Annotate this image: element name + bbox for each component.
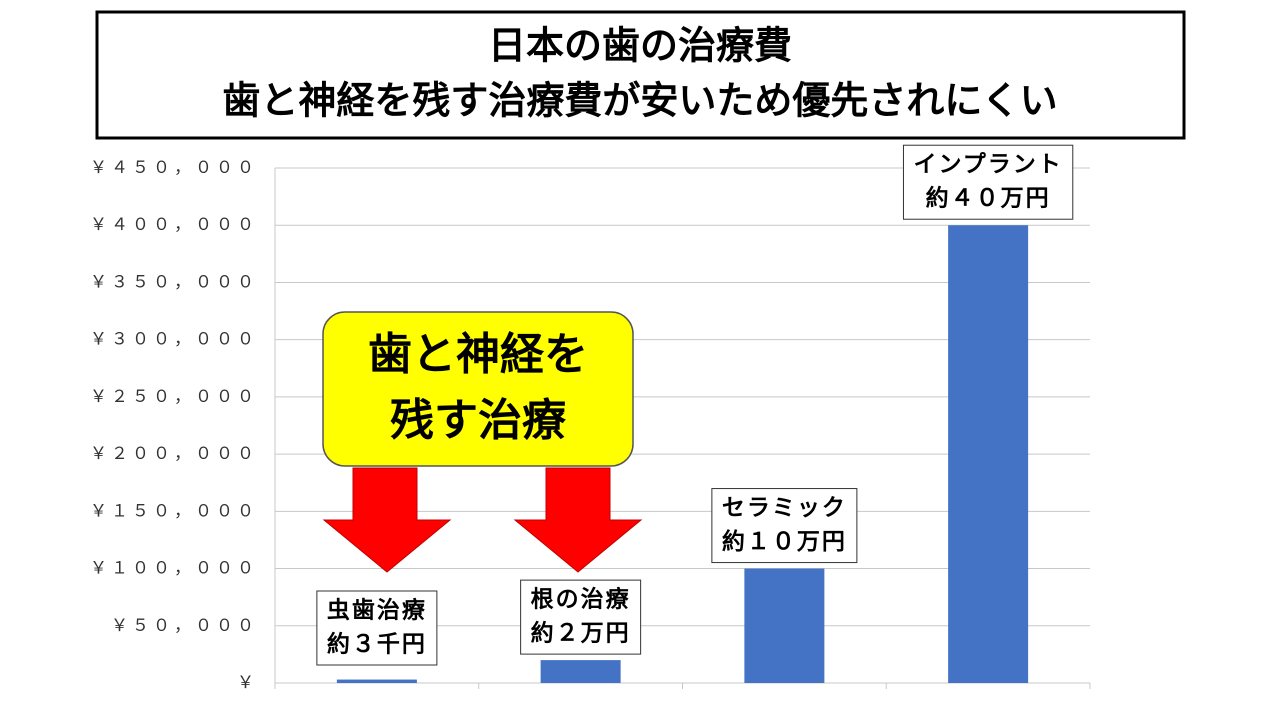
bar — [948, 225, 1029, 683]
data-label-box — [316, 590, 438, 666]
category-label: 虫歯治療 — [327, 597, 427, 624]
title-box — [95, 10, 1186, 140]
y-tick-label: ￥１５０，０００ — [90, 501, 258, 521]
data-label: 約２万円 — [531, 620, 631, 647]
y-tick-label: ￥４００，０００ — [90, 215, 258, 235]
y-tick-label: ￥２５０，０００ — [90, 387, 258, 407]
arrow — [513, 467, 643, 573]
y-tick-label: ￥４５０，０００ — [90, 158, 258, 178]
bar — [540, 660, 621, 683]
bar — [744, 568, 825, 683]
y-tick-label: ￥１００，０００ — [90, 559, 258, 579]
bar — [336, 679, 417, 683]
y-tick-label: ￥ — [237, 673, 258, 693]
y-tick-label: ￥３００，０００ — [90, 330, 258, 350]
y-tick-label: ￥２００，０００ — [90, 444, 258, 464]
data-label-box — [520, 579, 642, 655]
category-label: セラミック — [722, 495, 847, 521]
category-label: 根の治療 — [531, 586, 631, 613]
category-label: インプラント — [913, 152, 1062, 178]
data-label: 約４０万円 — [926, 185, 1051, 212]
callout-box — [322, 311, 634, 467]
callout-text: 残す治療 — [390, 395, 566, 446]
y-tick-label: ￥５０，０００ — [111, 616, 258, 636]
arrow — [322, 467, 452, 573]
data-label-box — [902, 144, 1074, 220]
data-label: 約３千円 — [327, 631, 427, 658]
chart-subtitle: 歯と神経を残す治療費が安いため優先されにくい — [222, 79, 1057, 123]
y-tick-label: ￥３５０，０００ — [90, 272, 258, 292]
chart-title: 日本の歯の治療費 — [488, 24, 792, 68]
callout-text: 歯と神経を — [368, 329, 588, 380]
data-label-box — [711, 488, 858, 564]
data-label: 約１０万円 — [722, 528, 847, 555]
